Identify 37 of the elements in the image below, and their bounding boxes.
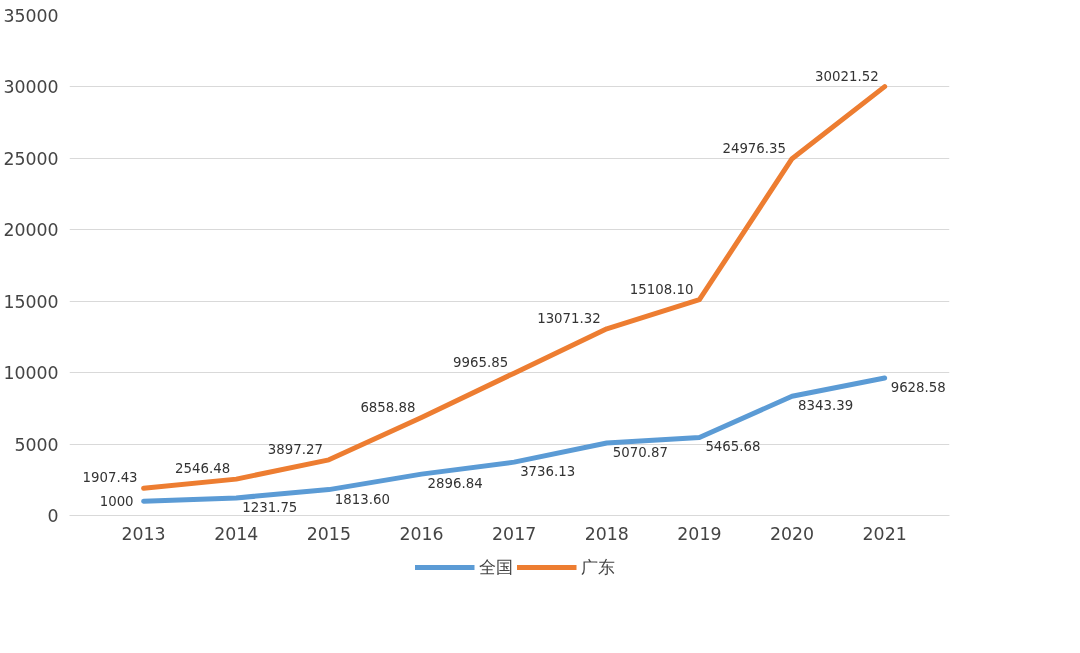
legend-label: 全国: [479, 556, 513, 579]
y-tick-label: 15000: [3, 291, 59, 312]
data-label: 2546.48: [175, 461, 231, 477]
y-tick-label: 25000: [3, 148, 59, 169]
data-label: 15108.10: [629, 281, 694, 297]
data-label: 5070.87: [612, 445, 668, 461]
x-tick-label: 2017: [492, 523, 537, 544]
data-label: 1907.43: [82, 470, 138, 486]
data-label: 9965.85: [453, 355, 509, 371]
y-tick-label: 35000: [3, 6, 59, 26]
x-tick-label: 2016: [399, 523, 444, 544]
data-label: 5465.68: [705, 439, 761, 455]
x-tick-label: 2014: [214, 523, 259, 544]
y-tick-label: 20000: [3, 220, 59, 241]
x-tick-label: 2018: [584, 523, 629, 544]
x-tick-label: 2021: [862, 523, 907, 544]
y-tick-label: 30000: [3, 77, 59, 98]
data-label: 24976.35: [722, 140, 787, 156]
data-label: 13071.32: [537, 310, 601, 326]
data-label: 3736.13: [520, 464, 576, 480]
data-label: 30021.52: [815, 68, 879, 84]
x-tick-label: 2019: [677, 523, 722, 544]
x-tick-label: 2015: [306, 523, 351, 544]
data-label: 9628.58: [890, 379, 946, 395]
x-tick-label: 2020: [769, 523, 815, 544]
legend-label: 广东: [581, 556, 615, 579]
data-label: 2896.84: [427, 476, 483, 492]
data-label: 1813.60: [334, 491, 390, 507]
data-label: 8343.39: [798, 398, 854, 414]
y-tick-label: 5000: [14, 434, 59, 455]
y-tick-label: 0: [47, 506, 59, 526]
y-tick-label: 10000: [3, 363, 59, 384]
data-label: 1231.75: [242, 499, 298, 515]
data-label: 1000: [99, 494, 134, 510]
data-label: 6858.88: [360, 399, 416, 415]
data-label: 3897.27: [267, 441, 323, 457]
x-tick-label: 2013: [121, 523, 166, 544]
